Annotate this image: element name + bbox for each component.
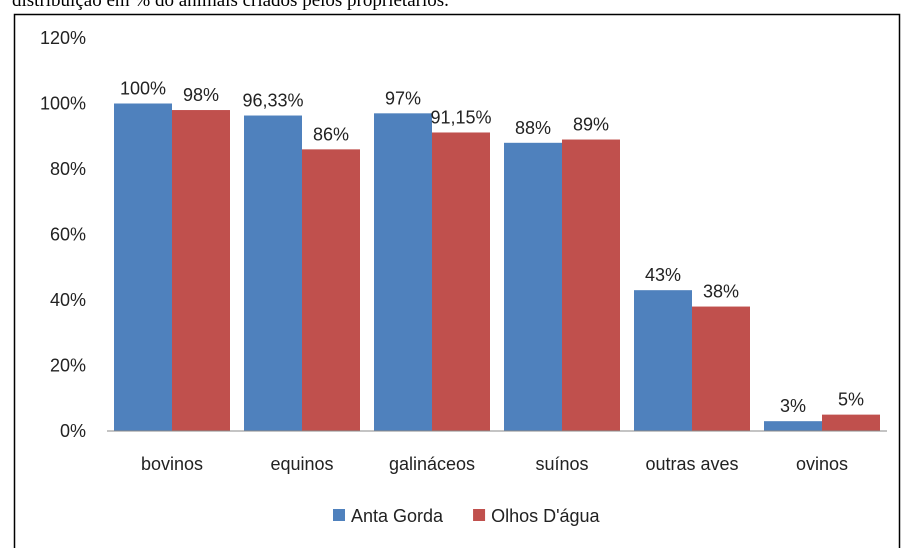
- bar: [504, 142, 562, 432]
- value-label: 86%: [313, 124, 349, 144]
- x-tick-label: ovinos: [796, 454, 848, 474]
- x-tick-label: suínos: [535, 454, 588, 474]
- x-tick-label: equinos: [270, 454, 333, 474]
- bar: [822, 414, 880, 431]
- value-label: 100%: [120, 79, 166, 99]
- bar: [764, 421, 822, 431]
- bar: [172, 110, 230, 432]
- legend-label: Olhos D'água: [491, 506, 600, 526]
- bar: [634, 290, 692, 431]
- bar: [432, 132, 490, 431]
- legend-swatch: [473, 509, 486, 521]
- x-tick-label: galináceos: [389, 454, 475, 474]
- value-label: 97%: [385, 88, 421, 108]
- value-label: 98%: [183, 85, 219, 105]
- value-label: 5%: [838, 390, 864, 410]
- y-tick-label: 0%: [60, 421, 86, 441]
- caption: distribuição em % do animais criados pel…: [12, 0, 449, 11]
- legend-label: Anta Gorda: [351, 506, 444, 526]
- bar: [692, 306, 750, 431]
- bar: [244, 115, 302, 431]
- bar: [114, 103, 172, 431]
- value-label: 88%: [515, 118, 551, 138]
- y-tick-label: 80%: [50, 159, 86, 179]
- bar: [374, 113, 432, 431]
- value-label: 96,33%: [242, 91, 303, 111]
- value-label: 38%: [703, 282, 739, 302]
- x-tick-label: outras aves: [645, 454, 738, 474]
- bar: [562, 139, 620, 431]
- value-label: 43%: [645, 265, 681, 285]
- y-tick-label: 40%: [50, 290, 86, 310]
- x-tick-label: bovinos: [141, 454, 203, 474]
- value-label: 3%: [780, 396, 806, 416]
- y-tick-label: 20%: [50, 356, 86, 376]
- y-tick-label: 120%: [40, 28, 86, 48]
- legend-swatch: [333, 509, 345, 521]
- y-tick-label: 60%: [50, 225, 86, 245]
- value-label: 91,15%: [430, 107, 491, 127]
- y-tick-label: 100%: [40, 94, 86, 114]
- bar: [302, 149, 360, 431]
- value-label: 89%: [573, 115, 609, 135]
